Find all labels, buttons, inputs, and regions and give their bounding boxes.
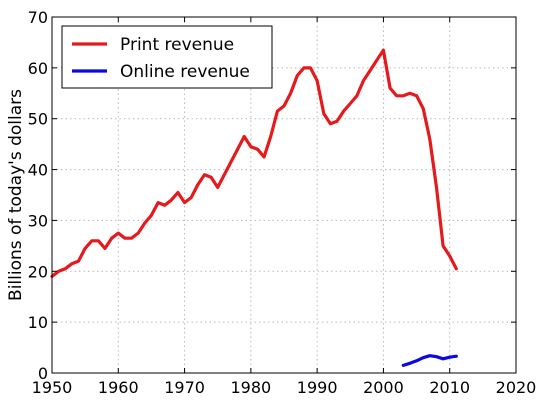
series-lines (50, 48, 458, 367)
y-tick-label: 70 (28, 8, 48, 27)
plot-frame (51, 16, 517, 374)
x-axis-ticks: 1950 1960 1970 1980 1990 2000 2010 2020 (32, 17, 537, 397)
y-axis-ticks: 0 10 20 30 40 50 60 70 (28, 8, 516, 383)
x-tick-label: 1970 (164, 378, 205, 397)
y-tick-label: 20 (28, 262, 48, 281)
x-tick-label: 1980 (230, 378, 271, 397)
y-axis-label: Billions of today's dollars (6, 89, 26, 301)
x-tick-label: 2000 (363, 378, 404, 397)
x-tick-label: 2020 (496, 378, 537, 397)
x-tick-label: 1960 (98, 378, 139, 397)
legend: Print revenue Online revenue (61, 25, 273, 89)
x-tick-label: 2010 (429, 378, 470, 397)
y-tick-label: 50 (28, 110, 48, 129)
x-tick-label: 1950 (32, 378, 73, 397)
legend-label: Online revenue (120, 62, 250, 82)
legend-box (61, 25, 273, 89)
y-tick-label: 30 (28, 211, 48, 230)
y-tick-label: 60 (28, 59, 48, 78)
y-tick-label: 40 (28, 161, 48, 180)
x-tick-label: 1990 (297, 378, 338, 397)
series-line-print-revenue (50, 48, 458, 278)
y-tick-label: 10 (28, 313, 48, 332)
y-tick-label: 0 (38, 364, 48, 383)
series-line-online-revenue (401, 354, 458, 367)
legend-label: Print revenue (120, 35, 234, 55)
